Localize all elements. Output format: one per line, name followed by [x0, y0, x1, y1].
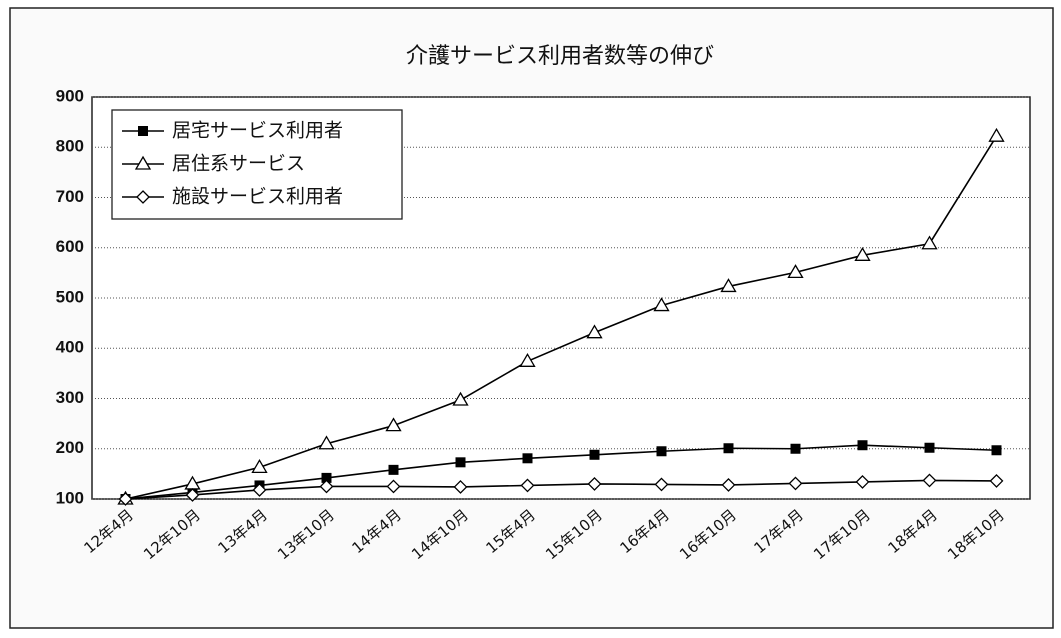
point: [855, 474, 870, 489]
point: [319, 479, 334, 494]
legend-label: 居住系サービス: [172, 153, 305, 175]
y-tick-label: 800: [56, 137, 84, 156]
point: [924, 442, 935, 453]
point: [118, 492, 133, 506]
point: [921, 235, 938, 250]
point: [589, 449, 600, 460]
point: [321, 472, 332, 483]
series-line: [125, 135, 998, 500]
point: [520, 478, 535, 493]
point: [720, 278, 737, 293]
point: [388, 464, 399, 475]
point: [854, 246, 871, 261]
y-tick-label: 600: [56, 237, 84, 256]
y-tick-label: 400: [56, 338, 84, 357]
point: [185, 488, 200, 502]
point: [386, 479, 401, 494]
point: [586, 324, 603, 339]
point: [654, 477, 669, 492]
legend-marker: [134, 155, 152, 170]
series-line: [125, 444, 997, 500]
y-tick-label: 200: [56, 438, 84, 457]
legend-marker: [138, 126, 148, 136]
chart-title: 介護サービス利用者数等の伸び: [406, 44, 714, 69]
point: [790, 443, 801, 454]
point: [989, 473, 1004, 488]
point: [787, 264, 804, 279]
point: [455, 457, 466, 468]
point: [991, 445, 1002, 456]
point: [922, 473, 937, 488]
point: [988, 127, 1005, 142]
y-tick-label: 300: [56, 388, 84, 407]
point: [857, 440, 868, 451]
legend-marker: [136, 190, 150, 204]
point: [385, 417, 402, 432]
y-tick-label: 900: [56, 86, 84, 105]
y-tick-label: 700: [56, 187, 84, 206]
point: [452, 391, 469, 406]
y-tick-label: 500: [56, 287, 84, 306]
point: [587, 477, 602, 491]
point: [251, 459, 268, 473]
y-tick-label: 100: [56, 488, 84, 507]
point: [519, 353, 536, 367]
legend-label: 施設サービス利用者: [172, 186, 343, 208]
point: [656, 446, 667, 457]
point: [252, 483, 267, 497]
point: [788, 476, 803, 491]
point: [522, 453, 533, 464]
series-line: [125, 479, 997, 500]
point: [653, 297, 670, 312]
point: [723, 443, 734, 454]
point: [318, 435, 335, 450]
point: [721, 478, 736, 492]
point: [453, 480, 468, 494]
legend-label: 居宅サービス利用者: [172, 120, 343, 142]
